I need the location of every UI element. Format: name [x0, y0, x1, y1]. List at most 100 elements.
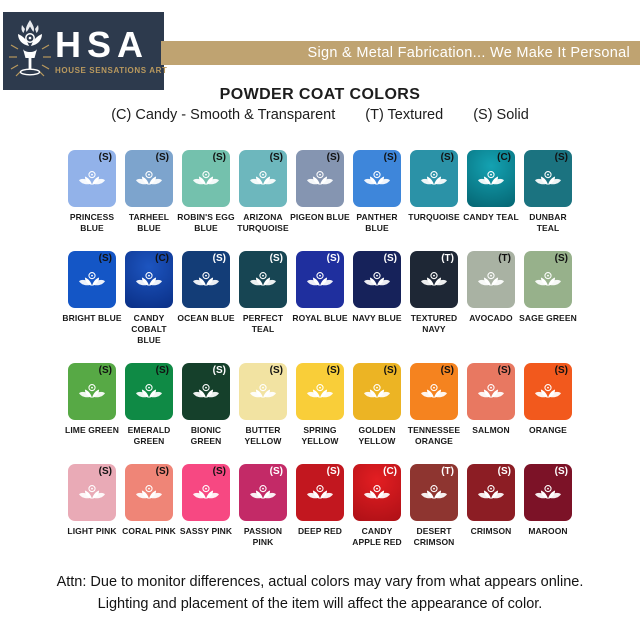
color-name-label: CRIMSON: [470, 526, 512, 537]
color-name-label: ROBIN'S EGG BLUE: [177, 212, 235, 234]
finish-type-letter: (S): [554, 365, 568, 377]
finish-type-letter: (T): [498, 253, 511, 265]
color-swatch-cell: (C) CANDY COBALT BLUE: [125, 251, 173, 346]
lotus-icon: [135, 170, 163, 191]
color-swatch-tile: (S): [125, 150, 173, 207]
lotus-icon: [420, 271, 448, 292]
legend-textured: (T) Textured: [365, 107, 444, 123]
swatch-grid: (S) PRINCESS BLUE: [62, 150, 577, 548]
color-name-label: GOLDEN YELLOW: [358, 425, 396, 447]
color-name-label: LIGHT PINK: [67, 526, 117, 537]
finish-type-letter: (S): [497, 466, 511, 478]
color-swatch-cell: (S) ROBIN'S EGG BLUE: [177, 150, 235, 234]
finish-type-letter: (S): [326, 253, 340, 265]
disclaimer-line-1: Attn: Due to monitor differences, actual…: [56, 574, 584, 590]
lotus-icon: [249, 383, 277, 404]
lotus-icon: [363, 484, 391, 505]
color-swatch-cell: (S) BIONIC GREEN: [182, 363, 230, 447]
color-name-label: PERFECT TEAL: [242, 313, 284, 335]
lotus-icon: [135, 271, 163, 292]
color-swatch-tile: (S): [239, 363, 287, 421]
color-name-label: CANDY APPLE RED: [352, 526, 402, 548]
color-swatch-cell: (S) LIGHT PINK: [67, 464, 116, 548]
lotus-icon: [363, 383, 391, 404]
color-swatch-tile: (S): [467, 363, 515, 421]
lotus-icon: [78, 170, 106, 191]
lotus-icon: [477, 170, 505, 191]
lotus-icon: [420, 170, 448, 191]
logo-abbreviation: HSA: [55, 24, 150, 65]
logo-text: HSA HOUSE SENSATIONS ART: [55, 24, 168, 76]
disclaimer: Attn: Due to monitor differences, actual…: [0, 571, 640, 616]
finish-type-letter: (S): [269, 253, 283, 265]
color-swatch-tile: (S): [239, 251, 287, 309]
color-name-label: ROYAL BLUE: [292, 313, 348, 324]
finish-type-letter: (S): [269, 152, 283, 163]
color-swatch-cell: (S) BRIGHT BLUE: [62, 251, 121, 346]
color-name-label: EMERALD GREEN: [127, 425, 171, 447]
color-swatch-cell: (S) DUNBAR TEAL: [524, 150, 572, 234]
color-swatch-tile: (S): [296, 363, 344, 421]
color-swatch-cell: (S) PERFECT TEAL: [239, 251, 287, 346]
finish-type-letter: (S): [440, 152, 454, 163]
lotus-icon: [306, 271, 334, 292]
color-name-label: BIONIC GREEN: [190, 425, 222, 447]
lotus-torch-icon: [8, 19, 52, 83]
color-swatch-tile: (T): [410, 251, 458, 309]
color-name-label: TENNESSEE ORANGE: [407, 425, 461, 447]
color-swatch-cell: (S) SASSY PINK: [180, 464, 232, 548]
color-swatch-cell: (S) EMERALD GREEN: [125, 363, 173, 447]
color-name-label: SALMON: [472, 425, 510, 436]
lotus-icon: [477, 271, 505, 292]
color-name-label: AVOCADO: [469, 313, 513, 324]
finish-type-letter: (T): [441, 253, 454, 265]
finish-type-letter: (S): [269, 365, 283, 377]
color-swatch-cell: (S) ARIZONA TURQUOISE: [237, 150, 289, 234]
finish-type-letter: (S): [554, 152, 568, 163]
color-swatch-cell: (S) LIME GREEN: [65, 363, 119, 447]
legend-candy: (C) Candy - Smooth & Transparent: [111, 107, 336, 123]
color-swatch-tile: (S): [524, 363, 572, 421]
color-swatch-tile: (S): [410, 150, 458, 207]
color-swatch-tile: (S): [68, 363, 116, 421]
color-name-label: ARIZONA TURQUOISE: [237, 212, 289, 234]
color-name-label: DUNBAR TEAL: [529, 212, 567, 234]
finish-type-letter: (S): [497, 365, 511, 377]
lotus-icon: [135, 484, 163, 505]
finish-type-letter: (S): [554, 466, 568, 478]
logo-company-name: HOUSE SENSATIONS ART: [55, 66, 168, 75]
hsa-logo: HSA HOUSE SENSATIONS ART: [3, 12, 168, 90]
finish-type-letter: (S): [155, 365, 169, 377]
finish-type-letter: (T): [441, 466, 454, 478]
color-swatch-tile: (S): [524, 464, 572, 522]
color-swatch-tile: (S): [68, 150, 116, 207]
lotus-icon: [420, 484, 448, 505]
lotus-icon: [306, 484, 334, 505]
lotus-icon: [477, 383, 505, 404]
color-name-label: BRIGHT BLUE: [62, 313, 122, 324]
color-name-label: SAGE GREEN: [519, 313, 577, 324]
color-swatch-tile: (S): [182, 464, 230, 522]
color-swatch-cell: (S) CRIMSON: [467, 464, 515, 548]
lotus-icon: [192, 383, 220, 404]
color-swatch-tile: (S): [296, 251, 344, 309]
lotus-icon: [363, 271, 391, 292]
page-title: POWDER COAT COLORS: [219, 86, 421, 103]
color-swatch-cell: (S) TARHEEL BLUE: [125, 150, 173, 234]
color-swatch-tile: (S): [182, 363, 230, 421]
lotus-icon: [477, 484, 505, 505]
color-swatch-tile: (S): [239, 150, 287, 207]
finish-type-legend: (C) Candy - Smooth & Transparent (T) Tex…: [0, 107, 640, 123]
color-swatch-tile: (S): [410, 363, 458, 421]
color-name-label: TARHEEL BLUE: [128, 212, 170, 234]
legend-solid: (S) Solid: [473, 107, 529, 123]
finish-type-letter: (S): [326, 365, 340, 377]
lotus-icon: [249, 271, 277, 292]
color-name-label: NAVY BLUE: [352, 313, 402, 324]
color-name-label: CORAL PINK: [122, 526, 176, 537]
color-swatch-cell: (S) MAROON: [524, 464, 572, 548]
disclaimer-line-2: Lighting and placement of the item will …: [97, 596, 543, 613]
lotus-icon: [78, 271, 106, 292]
finish-type-letter: (S): [383, 253, 397, 265]
finish-type-letter: (S): [98, 152, 112, 163]
